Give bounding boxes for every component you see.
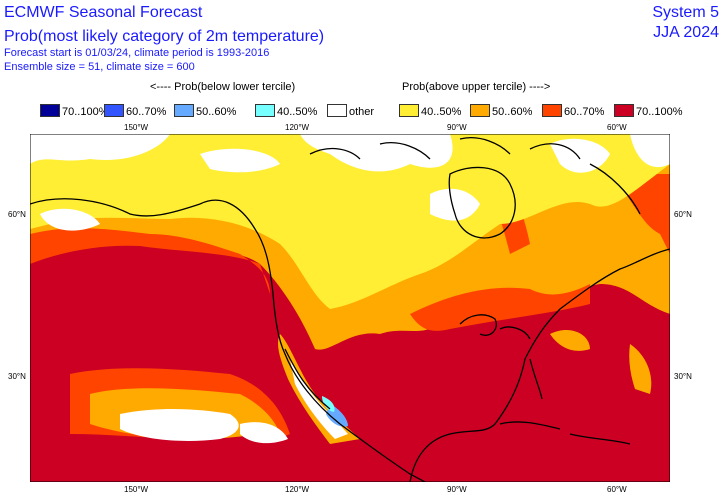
legend-item: 40..50%	[255, 104, 317, 118]
legend-swatch	[40, 104, 60, 117]
legend-above-title: Prob(above upper tercile) ---->	[402, 81, 551, 93]
pacific-coast	[199, 199, 426, 482]
lon-label: 90°W	[447, 485, 467, 494]
legend-swatch	[255, 104, 275, 117]
lon-label: 150°W	[124, 485, 149, 494]
legend-label: 50..60%	[492, 106, 533, 118]
legend-label: 70..100%	[636, 106, 683, 118]
lat-label: 30°N	[674, 372, 692, 381]
forecast-info: Forecast start is 01/03/24, climate peri…	[4, 47, 270, 59]
legend-swatch	[104, 104, 124, 117]
arctic-islands	[309, 137, 641, 215]
cuba-florida	[529, 358, 543, 400]
system-label: System 5	[652, 4, 719, 21]
lat-label: 30°N	[8, 372, 26, 381]
legend-label: 60..70%	[564, 106, 605, 118]
legend-label: 60..70%	[126, 106, 167, 118]
legend-label: 70..100%	[62, 106, 109, 118]
legend-below-title: <---- Prob(below lower tercile)	[150, 81, 296, 93]
legend-item: 50..60%	[174, 104, 236, 118]
lon-label: 90°W	[447, 123, 467, 132]
season-label: JJA 2024	[653, 24, 719, 41]
yellow-north	[30, 134, 670, 309]
ensemble-info: Ensemble size = 51, climate size = 600	[4, 61, 195, 73]
east-canada-orange	[550, 329, 652, 394]
lat-label: 60°N	[8, 210, 26, 219]
legend-label: other	[349, 106, 375, 118]
lon-label: 150°W	[124, 123, 149, 132]
baja-cyan	[322, 396, 335, 412]
lon-label: 120°W	[285, 485, 310, 494]
legend-label: 50..60%	[196, 106, 237, 118]
legend-label: 40..50%	[277, 106, 318, 118]
legend-swatch	[614, 104, 634, 117]
legend-item: other	[327, 104, 374, 118]
alaska-coast	[30, 198, 201, 217]
coastlines	[30, 137, 670, 482]
legend-item: 60..70%	[542, 104, 604, 118]
southwest-white	[120, 409, 288, 444]
legend-item: 70..100%	[40, 104, 108, 118]
legend-swatch	[327, 104, 347, 117]
subtitle: Prob(most likely category of 2m temperat…	[4, 28, 325, 45]
legend-item: 60..70%	[104, 104, 166, 118]
lon-label: 60°W	[607, 123, 627, 132]
legend-label: 40..50%	[421, 106, 462, 118]
legend-item: 70..100%	[614, 104, 682, 118]
legend-swatch	[470, 104, 490, 117]
legend-swatch	[399, 104, 419, 117]
title: ECMWF Seasonal Forecast	[4, 4, 203, 21]
lon-label: 120°W	[285, 123, 310, 132]
lat-label: 60°N	[674, 210, 692, 219]
legend-item: 40..50%	[399, 104, 461, 118]
legend-swatch	[542, 104, 562, 117]
hudson-bay	[448, 166, 516, 239]
legend-swatch	[174, 104, 194, 117]
legend-item: 50..60%	[470, 104, 532, 118]
great-lakes	[459, 314, 531, 340]
gulf-coast	[409, 248, 670, 482]
probability-map	[30, 134, 670, 482]
white-patches	[30, 134, 670, 231]
baja-peninsula	[284, 348, 331, 410]
caribbean	[499, 421, 631, 445]
lon-label: 60°W	[607, 485, 627, 494]
